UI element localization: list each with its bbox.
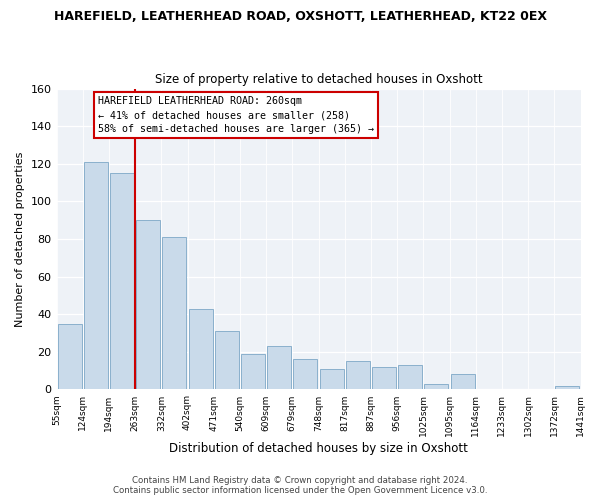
Bar (163, 237, 187, 390)
Bar (84, 162, 108, 390)
Bar (451, 374, 475, 390)
Text: Contains HM Land Registry data © Crown copyright and database right 2024.
Contai: Contains HM Land Registry data © Crown c… (113, 476, 487, 495)
Text: HAREFIELD LEATHERHEAD ROAD: 260sqm
← 41% of detached houses are smaller (258)
58: HAREFIELD LEATHERHEAD ROAD: 260sqm ← 41%… (98, 96, 374, 134)
Y-axis label: Number of detached properties: Number of detached properties (15, 152, 25, 326)
Text: HAREFIELD, LEATHERHEAD ROAD, OXSHOTT, LEATHERHEAD, KT22 0EX: HAREFIELD, LEATHERHEAD ROAD, OXSHOTT, LE… (53, 10, 547, 23)
Bar (424, 384, 448, 390)
Bar (293, 360, 317, 390)
Bar (267, 346, 291, 390)
X-axis label: Distribution of detached houses by size in Oxshott: Distribution of detached houses by size … (169, 442, 468, 455)
Bar (58, 324, 82, 390)
Bar (110, 173, 134, 390)
Bar (188, 308, 212, 390)
Bar (556, 386, 580, 390)
Bar (320, 369, 344, 390)
Bar (241, 354, 265, 390)
Bar (136, 220, 160, 390)
Bar (398, 365, 422, 390)
Title: Size of property relative to detached houses in Oxshott: Size of property relative to detached ho… (155, 73, 482, 86)
Bar (372, 367, 396, 390)
Bar (215, 331, 239, 390)
Bar (346, 361, 370, 390)
